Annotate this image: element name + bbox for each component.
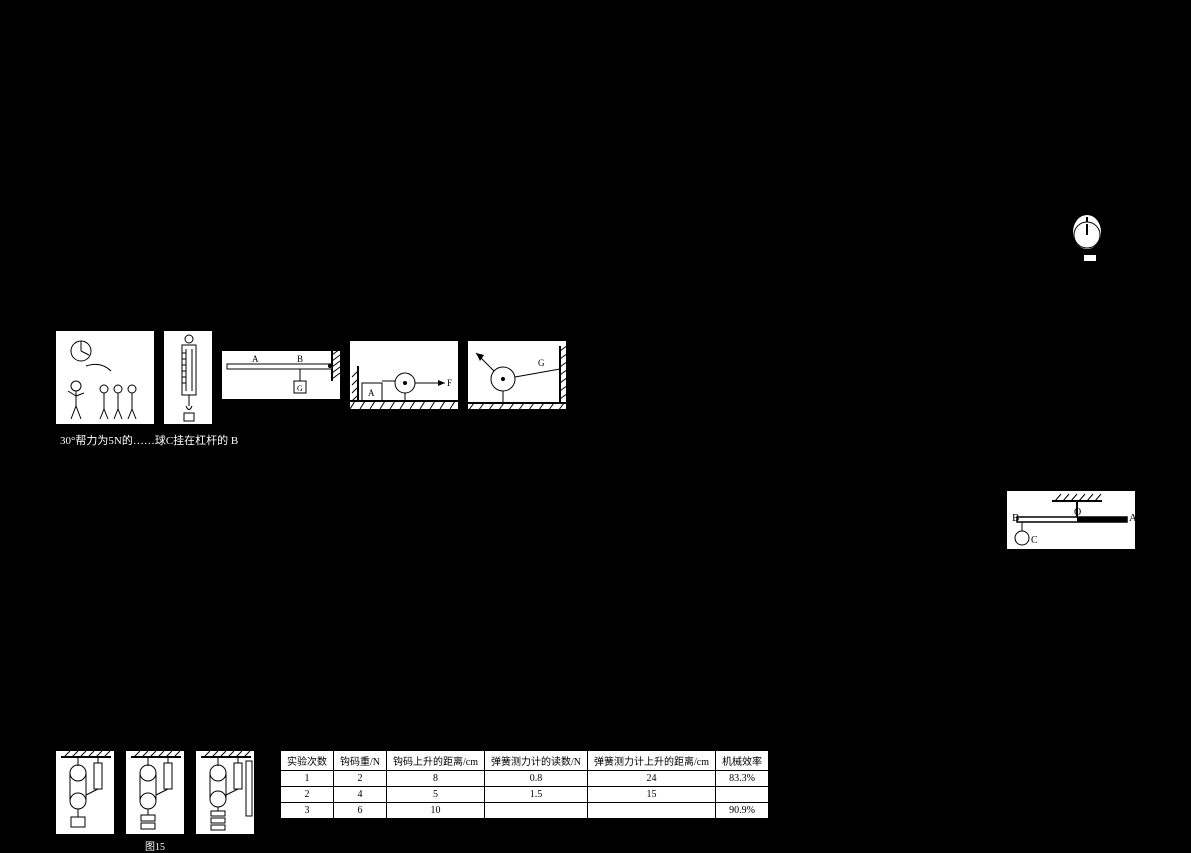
figure-row: A B G	[55, 330, 567, 425]
bottom-row: 实验次数 钩码重/N 钩码上升的距离/cm 弹簧测力计的读数/N 弹簧测力计上升…	[55, 750, 769, 835]
figure-pulley-floor: A F	[349, 340, 459, 410]
th-4: 弹簧测力计上升的距离/cm	[588, 751, 716, 771]
figure-people	[55, 330, 155, 425]
lever-label-O: O	[1074, 507, 1081, 518]
pulley-setup-3	[195, 750, 255, 835]
label-G: G	[538, 358, 545, 368]
pulley-setup-1	[55, 750, 115, 835]
table-row: 3 6 10 90.9%	[281, 803, 769, 819]
label-F: F	[447, 378, 452, 388]
th-2: 钩码上升的距离/cm	[387, 751, 485, 771]
lever-label-B: B	[1012, 512, 1019, 524]
lever-diagram: B O A C	[1006, 490, 1136, 550]
figure-caption: 30°帮力为5N的……球C挂在杠杆的 B	[60, 432, 238, 448]
label-G: G	[297, 384, 303, 393]
lever-label-A: A	[1129, 512, 1137, 524]
pulley-setup-2	[125, 750, 185, 835]
small-marker	[1084, 255, 1096, 261]
th-3: 弹簧测力计的读数/N	[485, 751, 588, 771]
table-row: 1 2 8 0.8 24 83.3%	[281, 771, 769, 787]
figure-lever-bar: A B G	[221, 350, 341, 400]
experiment-table: 实验次数 钩码重/N 钩码上升的距离/cm 弹簧测力计的读数/N 弹簧测力计上升…	[280, 750, 769, 819]
label-A: A	[368, 388, 375, 398]
clock-icon	[1073, 215, 1101, 249]
lever-label-C: C	[1031, 535, 1038, 546]
th-1: 钩码重/N	[334, 751, 387, 771]
table-header-row: 实验次数 钩码重/N 钩码上升的距离/cm 弹簧测力计的读数/N 弹簧测力计上升…	[281, 751, 769, 771]
bottom-caption: 图15	[145, 838, 165, 853]
th-0: 实验次数	[281, 751, 334, 771]
label-B: B	[297, 354, 303, 364]
th-5: 机械效率	[716, 751, 769, 771]
figure-spring-scale	[163, 330, 213, 425]
table-row: 2 4 5 1.5 15	[281, 787, 769, 803]
figure-pulley-corner: G	[467, 340, 567, 410]
label-A: A	[252, 354, 259, 364]
